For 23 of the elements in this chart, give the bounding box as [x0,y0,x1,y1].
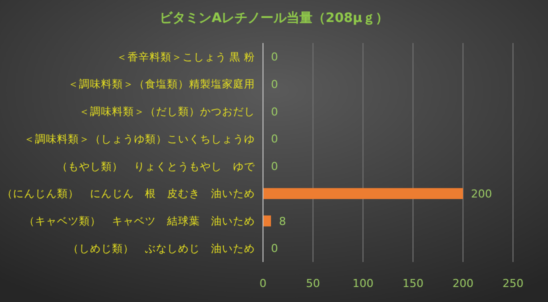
x-tick-label: 150 [402,277,424,290]
y-tick-label: ＜調味料類＞（食塩類）精製塩家庭用 [68,78,255,91]
y-tick-label: ＜香辛料類＞こしょう 黒 粉 [116,50,255,64]
y-tick-label: （にんじん類） にんじん 根 皮むき 油いため [2,187,255,200]
x-tick-label: 200 [452,277,474,290]
y-tick-label: ＜調味料類＞（しょうゆ類）こいくちしょうゆ [24,132,255,146]
y-tick-label: （キャベツ類） キャベツ 結球葉 油いため [24,214,255,228]
data-label: 0 [271,132,278,146]
data-label: 0 [271,242,278,256]
y-tick-label: （もやし類） りょくとうもやし ゆで [57,160,256,173]
data-label: 0 [271,78,278,91]
data-label: 0 [271,160,278,174]
data-label: 200 [471,187,492,200]
y-tick-label: （しめじ類） ぶなしめじ 油いため [68,242,255,255]
chart-title: ビタミンAレチノール当量（208μｇ） [160,11,388,26]
x-tick-label: 50 [306,277,320,290]
data-label: 0 [271,50,278,64]
x-tick-label: 250 [502,277,524,290]
data-label: 8 [279,214,286,228]
y-tick-label: ＜調味料類＞（だし類）かつおだし [79,105,255,118]
x-tick-label: 0 [260,277,266,290]
x-tick-label: 100 [352,277,374,290]
data-label: 0 [271,105,278,118]
